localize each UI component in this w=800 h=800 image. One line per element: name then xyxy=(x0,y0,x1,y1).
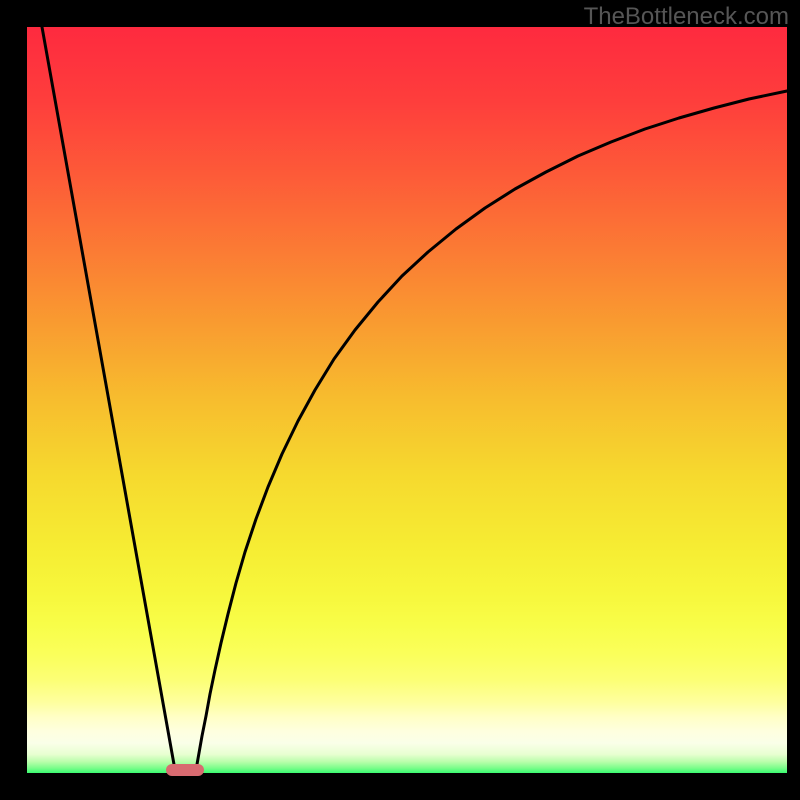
bottleneck-marker xyxy=(166,764,204,776)
chart-container: TheBottleneck.com xyxy=(0,0,800,800)
plot-area xyxy=(27,27,787,773)
